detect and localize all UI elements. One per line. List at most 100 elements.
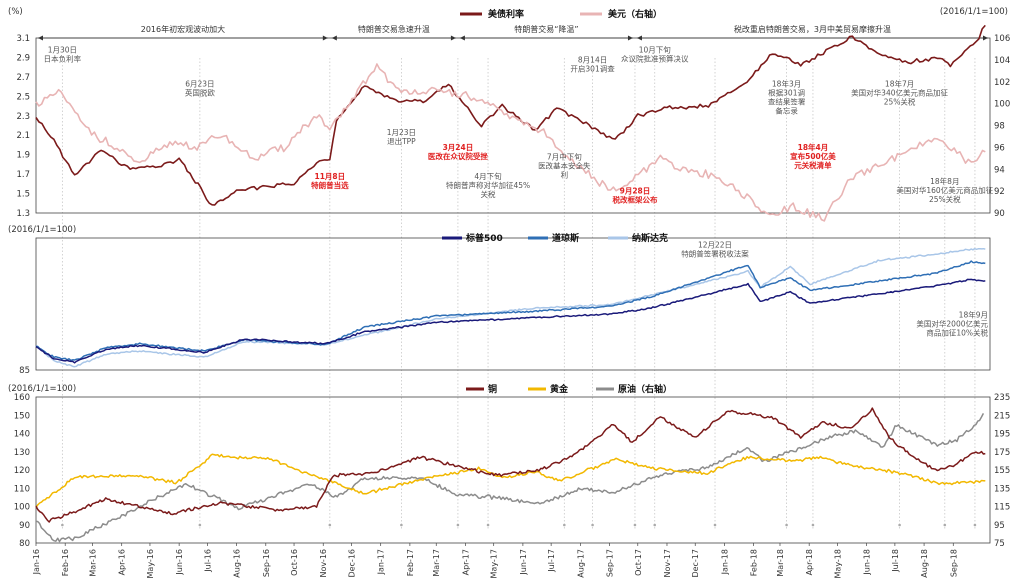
panel1-annotation-5-0: 18年3月 [772,79,801,89]
panel1-ytick-right: 104 [994,56,1010,66]
panel1-red-annotation-0-0: 11月8日 [315,172,346,181]
panel1-annotation-8-0: 4月下旬 [474,171,502,181]
panel3-left-unit: (2016/1/1=100) [8,384,76,394]
panel1-series-line-0 [35,24,986,206]
panel2-annotation-1-2: 商品加征10%关税 [926,328,988,338]
x-tick-label-17: Jun-17 [519,549,528,576]
panel3-series-line-0 [35,407,986,523]
panel1-annotation-9-1: 美国对华160亿美元商品加征 [896,185,993,195]
panel2-annotation-1-1: 美国对华2000亿美元 [916,319,988,329]
event-marker-10 [713,523,717,527]
x-tick-label-16: May-17 [490,549,499,578]
panel2-series-line-1 [35,260,986,362]
panel3-ytick-right: 215 [994,411,1010,421]
panel3-ytick-right: 235 [994,393,1010,403]
panel2-annotation-1-0: 18年9月 [959,310,988,320]
x-tick-label-10: Nov-16 [319,549,328,577]
panel1-annotation-8-2: 关税 [481,189,496,199]
x-tick-label-26: Mar-18 [776,549,785,577]
panel2-series-line-2 [35,247,986,368]
x-tick-label-5: Jun-16 [175,549,184,576]
x-tick-label-1: Feb-16 [61,549,70,576]
x-tick-label-27: Apr-18 [805,549,814,575]
x-tick-label-6: Jul-16 [203,549,212,573]
panel1-ytick-left: 1.5 [16,190,30,200]
x-tick-label-20: Sep-17 [606,549,615,577]
panel3-ytick-right: 155 [994,466,1010,476]
panel3-ytick-left: 100 [14,503,30,513]
x-tick-label-32: Sep-18 [949,549,958,577]
panel3-legend-label-2: 原油（右轴） [618,383,672,395]
panel1-annotation-2-1: 退出TPP [387,136,416,146]
panel3-ytick-right: 135 [994,484,1010,494]
panel3-ytick-right: 95 [994,521,1005,531]
x-tick-label-15: Apr-17 [461,549,470,575]
x-tick-label-28: May-18 [833,549,842,578]
event-marker-14 [943,523,947,527]
panel1-annotation-9-2: 25%关税 [929,194,961,204]
panel1-annotation-7-0: 7月中下旬 [547,152,582,162]
panel1-ytick-right: 90 [994,209,1005,219]
panel1-ytick-right: 96 [994,143,1005,153]
x-tick-label-21: Oct-17 [634,549,643,576]
panel1-annotation-4-0: 10月下旬 [639,45,672,55]
panel3-ytick-right: 175 [994,448,1010,458]
event-marker-13 [898,523,901,527]
panel2-left-unit: (2016/1/1=100) [8,225,76,235]
panel1-series-line-1 [35,63,986,222]
panel1-ytick-right: 102 [994,78,1010,88]
x-tick-label-22: Nov-17 [663,549,672,577]
panel3-ytick-right: 115 [994,503,1010,513]
phase-arrowhead-left-2 [459,35,465,41]
event-marker-2 [328,523,332,527]
event-marker-5 [486,523,490,527]
panel2-series-line-0 [35,278,986,364]
phase-label-0: 2016年初宏观波动加大 [141,24,225,34]
panel3-ytick-right: 195 [994,430,1010,440]
panel1-red-annotation-3-0: 18年4月 [798,142,829,152]
phase-label-3: 税改重启特朗普交易，3月中美贸易摩擦升温 [734,24,891,34]
x-tick-label-3: Apr-16 [118,549,127,575]
panel1-ytick-left: 2.9 [16,53,30,63]
panel1-red-annotation-0-1: 特朗普当选 [311,180,349,190]
phase-arrowhead-left-0 [38,35,43,41]
x-tick-label-30: Jul-18 [891,549,900,573]
panel1-annotation-3-0: 8月14日 [578,55,607,64]
panel1-annotation-1-1: 英国脱欧 [185,88,215,98]
panel1-ytick-left: 2.3 [16,112,30,122]
panel1-annotation-9-0: 18年8月 [930,176,959,186]
panel1-annotation-3-1: 开启301调查 [570,63,615,73]
x-tick-label-13: Feb-17 [406,549,415,576]
panel2-legend-label-2: 纳斯达克 [632,232,668,244]
phase-arrowhead-left-3 [636,35,642,41]
panel1-red-annotation-3-2: 元关税清单 [794,160,832,170]
event-marker-7 [591,523,594,527]
x-tick-label-18: Jul-17 [547,549,556,573]
panel2-ytick-left: 85 [19,366,30,376]
x-tick-label-7: Aug-16 [233,549,242,578]
phase-arrowhead-right-2 [627,35,633,41]
panel1-annotation-6-1: 美国对华340亿美元商品加征 [851,88,948,98]
panel2-annotation-0-0: 12月22日 [698,241,732,250]
panel1-ytick-right: 98 [994,122,1005,132]
x-tick-label-25: Feb-18 [750,549,759,576]
event-marker-1 [198,523,202,527]
panel3-ytick-left: 140 [14,430,30,440]
x-tick-label-19: Aug-17 [576,549,585,578]
event-marker-8 [633,523,637,527]
panel1-annotation-7-2: 利 [561,170,569,180]
panel3-ytick-left: 120 [14,466,30,476]
panel1-annotation-6-2: 25%关税 [884,97,916,107]
event-marker-9 [653,523,657,527]
panel1-ytick-right: 94 [994,165,1005,175]
phase-label-1: 特朗普交易急速升温 [358,24,430,34]
panel1-red-annotation-3-1: 宣布500亿美 [790,151,836,161]
panel1-annotation-6-0: 18年7月 [885,79,914,89]
panel3-ytick-left: 150 [14,411,30,421]
panel1-legend-label-0: 美债利率 [488,8,524,20]
x-tick-label-12: Jan-17 [377,549,386,575]
x-tick-label-0: Jan-16 [32,549,41,575]
panel1-ytick-left: 1.9 [16,151,30,161]
panel1-left-unit: (%) [8,7,23,17]
